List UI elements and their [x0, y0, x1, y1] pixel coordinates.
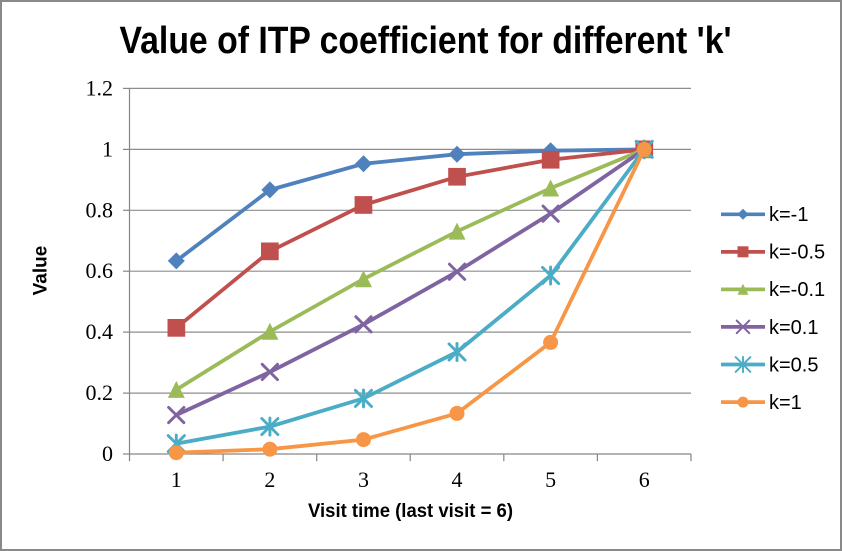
svg-text:2: 2 [264, 467, 275, 492]
svg-text:1.2: 1.2 [86, 75, 114, 100]
svg-text:0.6: 0.6 [86, 258, 114, 283]
svg-text:0.8: 0.8 [86, 197, 114, 222]
svg-text:Visit time (last visit = 6): Visit time (last visit = 6) [308, 501, 513, 522]
svg-text:6: 6 [639, 467, 650, 492]
svg-text:Value: Value [31, 246, 52, 296]
svg-text:k=0.5: k=0.5 [769, 354, 818, 376]
svg-text:k=1: k=1 [769, 392, 802, 414]
svg-text:5: 5 [545, 467, 556, 492]
svg-text:4: 4 [452, 467, 463, 492]
svg-text:0.4: 0.4 [86, 319, 114, 344]
svg-text:3: 3 [358, 467, 369, 492]
svg-text:Value of ITP coefficient for d: Value of ITP coefficient for different '… [120, 20, 732, 62]
svg-text:k=-0.1: k=-0.1 [769, 279, 825, 301]
svg-text:1: 1 [102, 136, 113, 161]
svg-text:k=-0.5: k=-0.5 [769, 242, 825, 264]
svg-text:k=-1: k=-1 [769, 204, 808, 226]
svg-text:1: 1 [171, 467, 182, 492]
svg-text:0: 0 [102, 441, 113, 466]
svg-text:0.2: 0.2 [86, 380, 114, 405]
svg-text:k=0.1: k=0.1 [769, 317, 818, 339]
